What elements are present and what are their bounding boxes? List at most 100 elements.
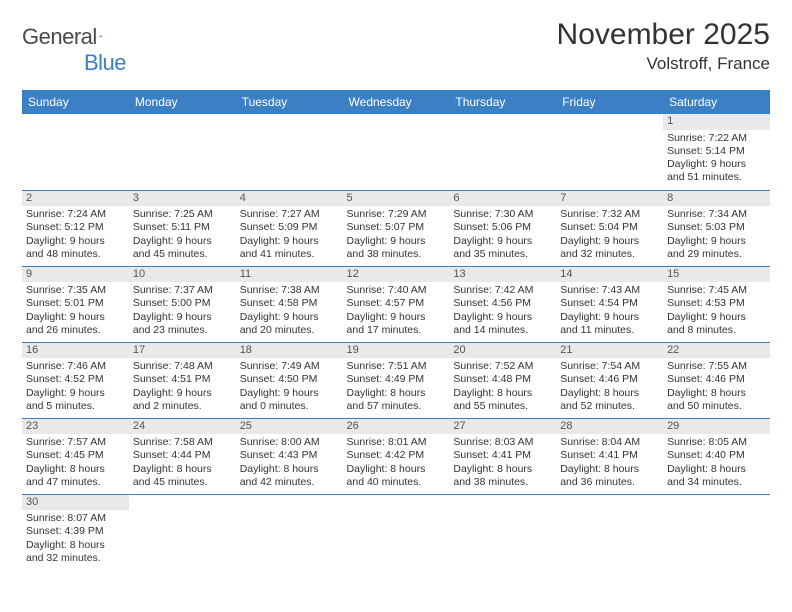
sunset-text: Sunset: 5:01 PM xyxy=(26,297,125,310)
daylight-text: Daylight: 9 hours and 48 minutes. xyxy=(26,235,125,261)
calendar-cell xyxy=(663,494,770,570)
day-number: 15 xyxy=(663,267,770,283)
sunset-text: Sunset: 4:49 PM xyxy=(347,373,446,386)
sunset-text: Sunset: 5:03 PM xyxy=(667,221,766,234)
sunset-text: Sunset: 4:58 PM xyxy=(240,297,339,310)
day-number: 20 xyxy=(449,343,556,359)
calendar-row: 30Sunrise: 8:07 AMSunset: 4:39 PMDayligh… xyxy=(22,494,770,570)
day-number xyxy=(556,495,663,511)
calendar-cell: 18Sunrise: 7:49 AMSunset: 4:50 PMDayligh… xyxy=(236,342,343,418)
day-header: Saturday xyxy=(663,90,770,114)
sunrise-text: Sunrise: 7:45 AM xyxy=(667,284,766,297)
sunset-text: Sunset: 4:53 PM xyxy=(667,297,766,310)
day-header: Thursday xyxy=(449,90,556,114)
day-number xyxy=(129,495,236,511)
calendar-cell: 6Sunrise: 7:30 AMSunset: 5:06 PMDaylight… xyxy=(449,190,556,266)
sunrise-text: Sunrise: 7:42 AM xyxy=(453,284,552,297)
calendar-cell: 16Sunrise: 7:46 AMSunset: 4:52 PMDayligh… xyxy=(22,342,129,418)
daylight-text: Daylight: 9 hours and 32 minutes. xyxy=(560,235,659,261)
calendar-cell xyxy=(22,114,129,190)
calendar-cell: 2Sunrise: 7:24 AMSunset: 5:12 PMDaylight… xyxy=(22,190,129,266)
sunrise-text: Sunrise: 7:38 AM xyxy=(240,284,339,297)
sunset-text: Sunset: 4:57 PM xyxy=(347,297,446,310)
sunset-text: Sunset: 4:50 PM xyxy=(240,373,339,386)
sunrise-text: Sunrise: 7:57 AM xyxy=(26,436,125,449)
sunset-text: Sunset: 4:54 PM xyxy=(560,297,659,310)
day-number: 5 xyxy=(343,191,450,207)
day-number: 16 xyxy=(22,343,129,359)
daylight-text: Daylight: 8 hours and 32 minutes. xyxy=(26,539,125,565)
calendar-row: 9Sunrise: 7:35 AMSunset: 5:01 PMDaylight… xyxy=(22,266,770,342)
daylight-text: Daylight: 9 hours and 41 minutes. xyxy=(240,235,339,261)
calendar-cell: 19Sunrise: 7:51 AMSunset: 4:49 PMDayligh… xyxy=(343,342,450,418)
day-number: 6 xyxy=(449,191,556,207)
calendar-cell xyxy=(236,114,343,190)
day-number: 17 xyxy=(129,343,236,359)
calendar-cell: 4Sunrise: 7:27 AMSunset: 5:09 PMDaylight… xyxy=(236,190,343,266)
calendar-cell: 13Sunrise: 7:42 AMSunset: 4:56 PMDayligh… xyxy=(449,266,556,342)
day-number: 25 xyxy=(236,419,343,435)
calendar-cell: 7Sunrise: 7:32 AMSunset: 5:04 PMDaylight… xyxy=(556,190,663,266)
logo-word1: General xyxy=(22,24,97,50)
sunset-text: Sunset: 4:51 PM xyxy=(133,373,232,386)
sunrise-text: Sunrise: 8:00 AM xyxy=(240,436,339,449)
calendar-cell: 12Sunrise: 7:40 AMSunset: 4:57 PMDayligh… xyxy=(343,266,450,342)
day-number xyxy=(236,114,343,130)
calendar-cell: 24Sunrise: 7:58 AMSunset: 4:44 PMDayligh… xyxy=(129,418,236,494)
day-number xyxy=(343,114,450,130)
calendar-cell: 14Sunrise: 7:43 AMSunset: 4:54 PMDayligh… xyxy=(556,266,663,342)
day-number: 10 xyxy=(129,267,236,283)
sunset-text: Sunset: 5:11 PM xyxy=(133,221,232,234)
day-number: 18 xyxy=(236,343,343,359)
day-number: 2 xyxy=(22,191,129,207)
day-number: 13 xyxy=(449,267,556,283)
sunset-text: Sunset: 5:09 PM xyxy=(240,221,339,234)
day-number: 12 xyxy=(343,267,450,283)
logo-flag-icon xyxy=(99,28,102,44)
daylight-text: Daylight: 9 hours and 51 minutes. xyxy=(667,158,766,184)
day-number: 9 xyxy=(22,267,129,283)
month-title: November 2025 xyxy=(557,18,770,52)
daylight-text: Daylight: 9 hours and 14 minutes. xyxy=(453,311,552,337)
sunset-text: Sunset: 5:07 PM xyxy=(347,221,446,234)
sunset-text: Sunset: 4:43 PM xyxy=(240,449,339,462)
sunset-text: Sunset: 4:48 PM xyxy=(453,373,552,386)
daylight-text: Daylight: 9 hours and 11 minutes. xyxy=(560,311,659,337)
day-header: Friday xyxy=(556,90,663,114)
sunrise-text: Sunrise: 7:37 AM xyxy=(133,284,232,297)
sunset-text: Sunset: 4:42 PM xyxy=(347,449,446,462)
calendar-cell: 22Sunrise: 7:55 AMSunset: 4:46 PMDayligh… xyxy=(663,342,770,418)
day-header: Monday xyxy=(129,90,236,114)
calendar-cell xyxy=(556,114,663,190)
daylight-text: Daylight: 9 hours and 17 minutes. xyxy=(347,311,446,337)
calendar-row: 16Sunrise: 7:46 AMSunset: 4:52 PMDayligh… xyxy=(22,342,770,418)
sunset-text: Sunset: 5:14 PM xyxy=(667,145,766,158)
sunrise-text: Sunrise: 7:32 AM xyxy=(560,208,659,221)
sunrise-text: Sunrise: 7:40 AM xyxy=(347,284,446,297)
calendar-cell: 5Sunrise: 7:29 AMSunset: 5:07 PMDaylight… xyxy=(343,190,450,266)
daylight-text: Daylight: 9 hours and 0 minutes. xyxy=(240,387,339,413)
calendar-cell: 10Sunrise: 7:37 AMSunset: 5:00 PMDayligh… xyxy=(129,266,236,342)
calendar-cell: 28Sunrise: 8:04 AMSunset: 4:41 PMDayligh… xyxy=(556,418,663,494)
daylight-text: Daylight: 8 hours and 55 minutes. xyxy=(453,387,552,413)
daylight-text: Daylight: 8 hours and 36 minutes. xyxy=(560,463,659,489)
sunrise-text: Sunrise: 8:03 AM xyxy=(453,436,552,449)
sunrise-text: Sunrise: 7:48 AM xyxy=(133,360,232,373)
calendar-cell xyxy=(343,114,450,190)
calendar-cell xyxy=(449,114,556,190)
day-number xyxy=(236,495,343,511)
calendar-cell: 29Sunrise: 8:05 AMSunset: 4:40 PMDayligh… xyxy=(663,418,770,494)
title-block: November 2025 Volstroff, France xyxy=(557,18,770,74)
day-number: 7 xyxy=(556,191,663,207)
calendar-row: 1Sunrise: 7:22 AMSunset: 5:14 PMDaylight… xyxy=(22,114,770,190)
calendar-cell: 27Sunrise: 8:03 AMSunset: 4:41 PMDayligh… xyxy=(449,418,556,494)
sunrise-text: Sunrise: 7:51 AM xyxy=(347,360,446,373)
day-header: Wednesday xyxy=(343,90,450,114)
sunrise-text: Sunrise: 8:01 AM xyxy=(347,436,446,449)
sunset-text: Sunset: 4:44 PM xyxy=(133,449,232,462)
daylight-text: Daylight: 8 hours and 40 minutes. xyxy=(347,463,446,489)
daylight-text: Daylight: 8 hours and 34 minutes. xyxy=(667,463,766,489)
calendar-cell xyxy=(556,494,663,570)
sunrise-text: Sunrise: 7:49 AM xyxy=(240,360,339,373)
sunrise-text: Sunrise: 7:22 AM xyxy=(667,132,766,145)
